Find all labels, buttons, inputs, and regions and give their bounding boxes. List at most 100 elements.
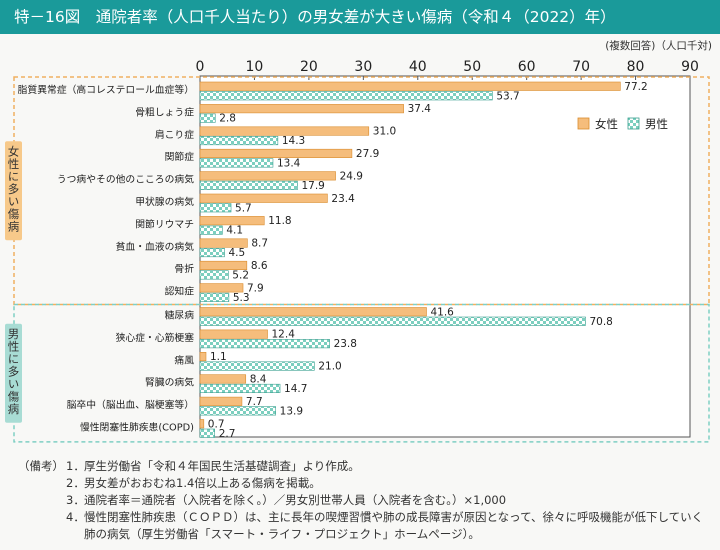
female-value-label: 0.7: [208, 418, 225, 430]
note-row-1: （備考） 1． 厚生労働省「令和４年国民生活基礎調査」より作成。: [18, 458, 714, 475]
category-label: 痛風: [174, 353, 194, 366]
male-value-label: 5.3: [233, 292, 250, 304]
category-label: 認知症: [165, 285, 195, 298]
male-value-label: 21.0: [318, 361, 341, 373]
male-bar: [199, 361, 315, 371]
male-group-label-bg: [5, 323, 22, 423]
category-label: 脳卒中（脳出血、脳梗塞等）: [67, 398, 194, 411]
category-label: 狭心症・心筋梗塞: [116, 331, 195, 344]
notes-lead: （備考）: [18, 459, 64, 473]
category-label: 糖尿病: [165, 309, 195, 322]
male-bar: [199, 113, 216, 123]
female-bar: [199, 329, 268, 339]
female-value-label: 8.7: [251, 238, 268, 250]
category-label: 関節リウマチ: [135, 217, 194, 230]
female-value-label: 41.6: [430, 306, 454, 318]
note-row-4: 4． 慢性閉塞性肺疾患（ＣＯＰＤ）は、主に長年の喫煙習慣や肺の成長障害が原因とな…: [18, 509, 714, 543]
x-tick-label: 40: [409, 59, 427, 75]
note-text: 男女差がおおむね1.4倍以上ある傷病を掲載。: [84, 476, 321, 490]
category-label: 腎臓の病気: [145, 376, 194, 389]
x-tick-label: 20: [300, 59, 318, 75]
female-value-label: 7.7: [246, 396, 263, 408]
male-value-label: 5.7: [235, 202, 252, 214]
female-bar: [199, 374, 247, 384]
male-bar: [199, 225, 223, 235]
female-value-label: 31.0: [373, 126, 396, 138]
female-bar: [199, 193, 328, 203]
legend-label-male: 男性: [645, 117, 668, 131]
x-tick-label: 60: [518, 59, 536, 75]
legend-swatch-female: [577, 117, 590, 130]
note-number: 1．: [66, 459, 85, 473]
male-value-label: 2.7: [219, 428, 236, 440]
female-bar: [199, 283, 244, 293]
category-label: 肩こり症: [155, 128, 194, 141]
x-tick-label: 80: [627, 59, 645, 75]
category-label: 骨折: [174, 262, 194, 275]
female-value-label: 11.8: [268, 215, 291, 227]
female-value-label: 37.4: [408, 103, 432, 115]
legend-swatch-male: [627, 117, 640, 130]
male-bar: [199, 339, 330, 349]
female-group-label-bg: [5, 141, 22, 241]
bar-chart: (複数回答)（人口千対)0 10 20 30 40 50 60 70 80 90女性に多い傷病男性…: [5, 39, 712, 443]
category-label: 骨粗しょう症: [135, 105, 194, 118]
notes: （備考） 1． 厚生労働省「令和４年国民生活基礎調査」より作成。 2． 男女差が…: [18, 458, 714, 543]
x-tick-label: 0: [196, 59, 205, 75]
male-bar: [199, 180, 298, 190]
female-value-label: 27.9: [356, 148, 379, 160]
x-tick-label: 50: [463, 59, 481, 75]
x-tick-label: 10: [246, 59, 264, 75]
male-value-label: 53.7: [496, 90, 519, 102]
male-bar: [199, 91, 493, 101]
category-label: 関節症: [165, 150, 195, 163]
note-row-2: 2． 男女差がおおむね1.4倍以上ある傷病を掲載。: [18, 475, 714, 492]
male-bar: [199, 292, 230, 302]
male-bar: [199, 428, 215, 438]
female-bar: [199, 238, 248, 248]
female-bar: [199, 351, 207, 362]
x-tick-label: 30: [354, 59, 372, 75]
male-bar: [199, 270, 229, 280]
category-label: 脂質異常症（高コレステロール血症等）: [18, 83, 194, 96]
chart-title: 特－16図 通院者率（人口千人当たり）の男女差が大きい傷病（令和４（2022）年…: [0, 0, 720, 34]
male-value-label: 13.4: [277, 158, 301, 170]
female-value-label: 23.4: [331, 193, 355, 205]
female-bar: [199, 419, 205, 429]
note-text: 通院者率＝通院者（入院者を除く。）／男女別世帯人員（入院者を含む。）×1,000: [84, 493, 507, 507]
female-bar: [199, 126, 370, 136]
male-group-label: 男性に多い傷病: [7, 328, 21, 416]
male-value-label: 23.8: [334, 338, 357, 350]
category-label: 貧血・血液の病気: [116, 240, 195, 253]
female-value-label: 24.9: [340, 170, 363, 182]
female-bar: [199, 260, 248, 271]
note-number: 2．: [66, 476, 85, 490]
note-text: 慢性閉塞性肺疾患（ＣＯＰＤ）は、主に長年の喫煙習慣や肺の成長障害が原因となって、…: [84, 510, 704, 541]
male-bar: [199, 383, 281, 394]
male-value-label: 4.5: [229, 247, 246, 259]
note-number: 3．: [66, 493, 85, 507]
x-tick-label: 70: [572, 59, 590, 75]
note-row-3: 3． 通院者率＝通院者（入院者を除く。）／男女別世帯人員（入院者を含む。）×1,…: [18, 492, 714, 509]
female-value-label: 8.4: [250, 374, 267, 386]
male-bar: [199, 316, 586, 326]
female-bar: [199, 104, 404, 114]
unit-note: (複数回答)（人口千対): [605, 39, 712, 52]
female-bar: [199, 81, 621, 91]
male-value-label: 14.7: [284, 383, 307, 395]
male-value-label: 17.9: [301, 180, 324, 192]
female-group-label: 女性に多い傷病: [7, 144, 21, 232]
male-value-label: 14.3: [282, 135, 305, 147]
category-label: 慢性閉塞性肺疾患(COPD): [80, 421, 194, 434]
male-bar: [199, 203, 232, 213]
female-bar: [199, 307, 427, 317]
category-label: うつ病やその他のこころの病気: [57, 173, 194, 186]
male-value-label: 13.9: [280, 405, 303, 417]
female-bar: [199, 396, 243, 406]
male-bar: [199, 136, 279, 146]
male-value-label: 5.2: [232, 270, 249, 282]
category-label: 甲状腺の病気: [135, 195, 194, 208]
note-text: 厚生労働省「令和４年国民生活基礎調査」より作成。: [84, 459, 360, 473]
female-value-label: 8.6: [251, 260, 268, 272]
male-bar: [199, 248, 225, 258]
